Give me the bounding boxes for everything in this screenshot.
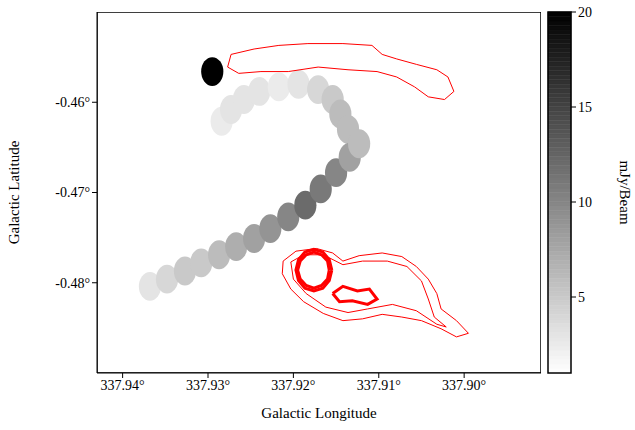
svg-text:mJy/Beam: mJy/Beam (617, 160, 633, 224)
svg-text:Galactic Latitude: Galactic Latitude (6, 140, 22, 244)
svg-text:337.93°: 337.93° (186, 378, 230, 393)
svg-text:337.91°: 337.91° (357, 378, 401, 393)
svg-text:337.90°: 337.90° (442, 378, 486, 393)
svg-text:10: 10 (578, 195, 592, 210)
svg-text:337.92°: 337.92° (271, 378, 315, 393)
svg-text:5: 5 (578, 290, 585, 305)
svg-text:20: 20 (578, 5, 592, 20)
svg-text:-0.48°: -0.48° (55, 276, 90, 291)
svg-text:337.94°: 337.94° (101, 378, 145, 393)
svg-text:-0.46°: -0.46° (55, 95, 90, 110)
svg-text:Galactic Longitude: Galactic Longitude (261, 405, 377, 421)
svg-text:-0.47°: -0.47° (55, 185, 90, 200)
svg-text:15: 15 (578, 100, 592, 115)
